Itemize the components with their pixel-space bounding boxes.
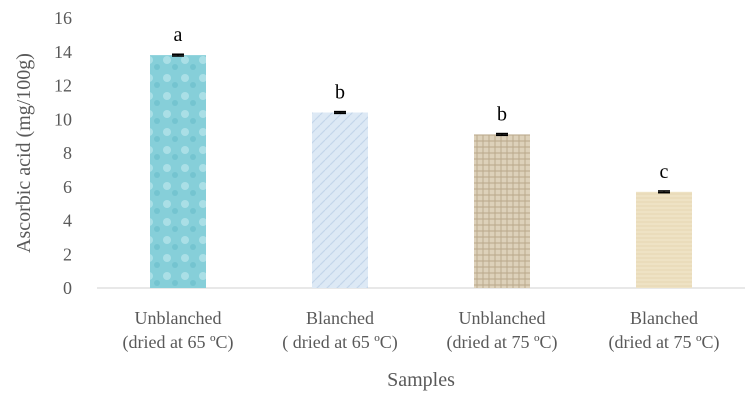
y-tick-label: 6 [63,177,72,197]
y-tick-label: 2 [63,244,72,264]
y-axis-ticks: 0 2 4 6 8 10 12 14 16 [54,8,72,298]
y-tick-label: 10 [54,109,72,129]
x-axis-categories: Unblanched (dried at 65 ºC) Blanched ( drie… [122,308,719,353]
bar [474,134,530,288]
significance-letter: b [335,82,345,104]
bar [150,55,206,288]
significance-letter: a [174,24,183,46]
significance-letter: c [660,161,669,183]
y-tick-label: 16 [54,8,72,28]
significance-letter: b [497,103,507,125]
bar [312,112,368,288]
x-category-label: Unblanched [135,308,222,328]
y-axis-title: Ascorbic acid (mg/100g) [13,53,35,253]
bars: a b b c [150,24,692,288]
y-tick-label: 4 [63,211,72,231]
y-tick-label: 0 [63,278,72,298]
y-tick-label: 12 [54,76,72,96]
x-axis-title: Samples [387,369,455,391]
x-category-label: ( dried at 65 ºC) [282,332,398,353]
bar [636,191,692,288]
x-category-label: Blanched [306,308,374,328]
x-category-label: Blanched [630,308,698,328]
x-category-label: Unblanched [459,308,546,328]
x-category-label: (dried at 75 ºC) [446,332,557,353]
x-category-label: (dried at 75 ºC) [608,332,719,353]
x-category-label: (dried at 65 ºC) [122,332,233,353]
y-tick-label: 14 [54,42,72,62]
y-tick-label: 8 [63,143,72,163]
